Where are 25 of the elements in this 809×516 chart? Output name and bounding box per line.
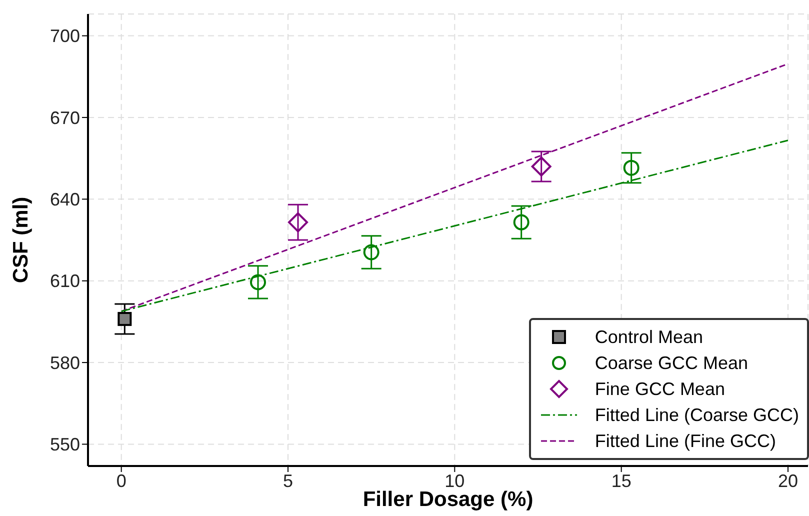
point bbox=[363, 244, 380, 260]
x-tick-label: 5 bbox=[282, 470, 294, 491]
y-tick-label: 640 bbox=[50, 190, 80, 210]
point bbox=[118, 312, 132, 326]
legend-label: Fitted Line (Coarse GCC) bbox=[594, 404, 799, 427]
y-tick-label: 550 bbox=[50, 434, 80, 455]
x-tick-label: 10 bbox=[444, 470, 465, 491]
legend-label: Fine GCC Mean bbox=[594, 378, 725, 401]
point bbox=[288, 212, 308, 232]
x-tick-label: 0 bbox=[116, 470, 126, 491]
x-tick-label: 15 bbox=[611, 470, 632, 491]
legend-label: Coarse GCC Mean bbox=[594, 352, 748, 375]
legend-label: Control Mean bbox=[594, 326, 703, 349]
y-axis-title: CSF (ml) bbox=[9, 196, 32, 284]
y-tick-label: 580 bbox=[50, 352, 80, 373]
y-tick-label: 610 bbox=[50, 271, 80, 292]
y-tick-label: 700 bbox=[50, 26, 80, 46]
point bbox=[531, 156, 552, 176]
x-tick-label: 20 bbox=[778, 470, 798, 491]
x-axis-title: Filler Dosage (%) bbox=[362, 488, 534, 511]
legend-label: Fitted Line (Fine GCC) bbox=[594, 430, 776, 453]
point bbox=[513, 214, 530, 230]
point bbox=[250, 274, 266, 290]
point bbox=[623, 160, 640, 176]
y-tick-label: 670 bbox=[50, 108, 80, 128]
